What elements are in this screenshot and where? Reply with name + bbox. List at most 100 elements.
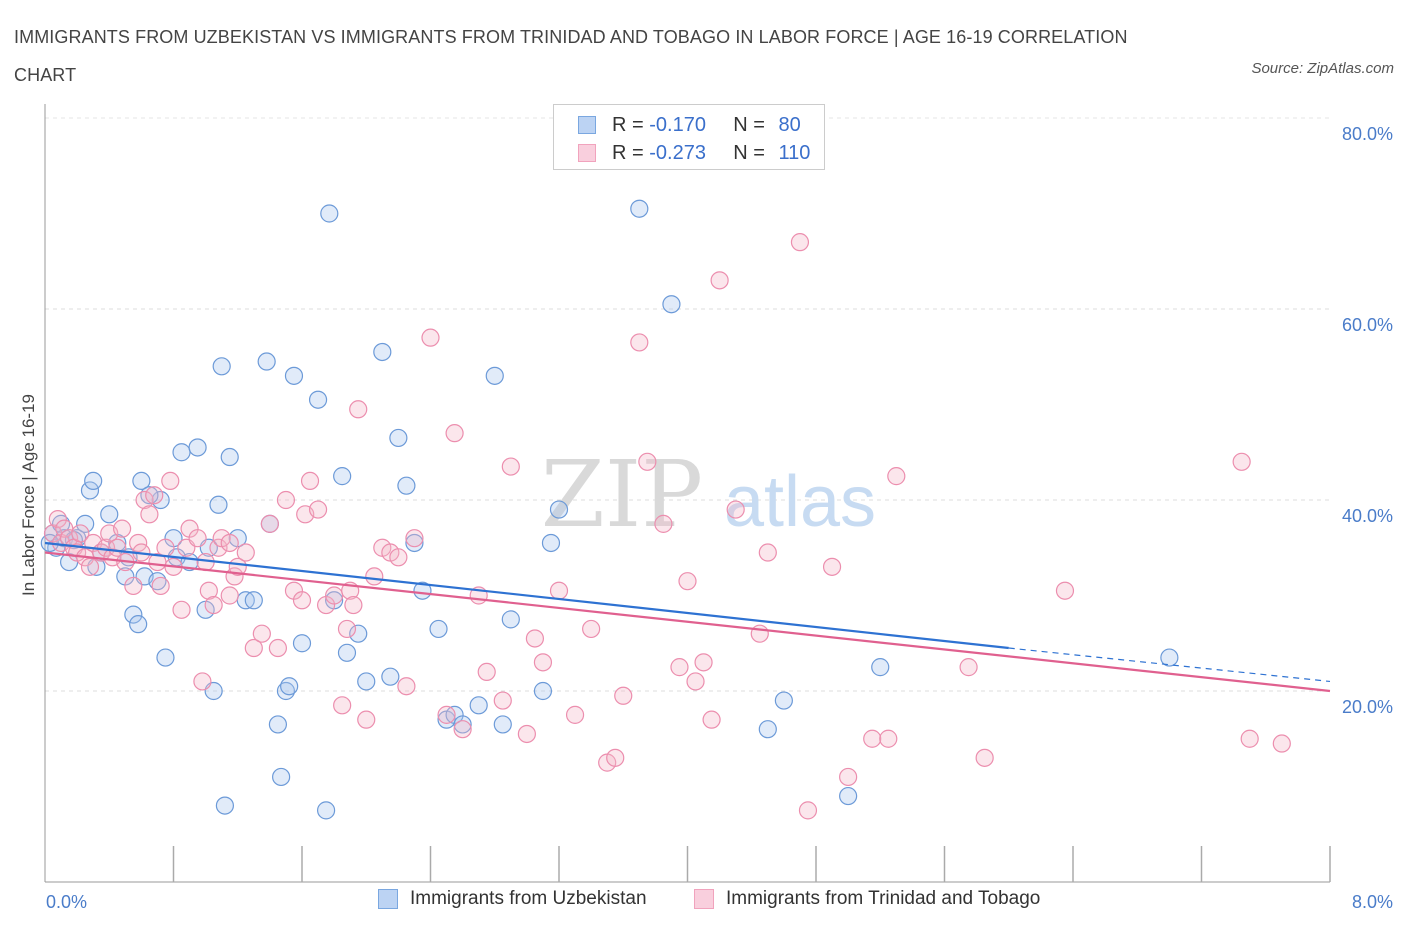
point-uzbekistan xyxy=(453,715,472,734)
point-trinidad xyxy=(124,576,143,596)
point-trinidad xyxy=(686,672,705,691)
point-uzbekistan xyxy=(349,624,368,643)
point-trinidad xyxy=(549,581,569,600)
point-uzbekistan xyxy=(84,471,103,490)
point-trinidad xyxy=(670,658,689,677)
x-tick-label: 0.0% xyxy=(46,892,87,912)
point-trinidad xyxy=(260,514,279,533)
point-trinidad xyxy=(606,748,625,767)
point-uzbekistan xyxy=(357,672,376,691)
point-uzbekistan xyxy=(397,476,416,495)
y-tick-label: 40.0% xyxy=(1342,506,1393,526)
legend-item-uzbekistan: Immigrants from Uzbekistan xyxy=(378,888,647,910)
series-legend: Immigrants from Uzbekistan Immigrants fr… xyxy=(0,888,1406,916)
point-trinidad xyxy=(879,729,898,748)
legend-r-value: -0.273 xyxy=(649,141,706,164)
point-trinidad xyxy=(188,529,207,548)
point-trinidad xyxy=(344,595,363,615)
point-trinidad xyxy=(790,233,810,252)
trend-line-trinidad xyxy=(44,551,1331,693)
point-trinidad xyxy=(525,629,545,648)
point-uzbekistan xyxy=(268,715,288,734)
point-trinidad xyxy=(236,543,255,562)
x-tick-label: 8.0% xyxy=(1352,892,1393,912)
trend-lines xyxy=(44,541,1331,693)
point-trinidad xyxy=(453,720,472,739)
point-trinidad xyxy=(887,467,906,486)
point-uzbekistan xyxy=(373,342,392,362)
point-trinidad xyxy=(71,524,90,543)
legend-r-label: R = xyxy=(612,141,644,164)
point-trinidad xyxy=(437,705,456,724)
point-uzbekistan xyxy=(758,720,777,739)
point-trinidad xyxy=(1240,729,1259,748)
point-trinidad xyxy=(220,533,239,553)
point-trinidad xyxy=(112,519,132,538)
point-trinidad xyxy=(822,557,842,576)
point-uzbekistan xyxy=(172,443,191,462)
legend-label-trinidad: Immigrants from Trinidad and Tobago xyxy=(726,888,1041,909)
point-uzbekistan xyxy=(257,352,276,371)
legend-row-uzbekistan: R = -0.170 N = 80 xyxy=(578,111,801,139)
legend-n-label: N = xyxy=(733,141,765,164)
point-trinidad xyxy=(975,748,994,767)
point-uzbekistan xyxy=(280,677,299,696)
point-uzbekistan xyxy=(320,204,339,223)
legend-n-label: N = xyxy=(733,113,765,136)
point-trinidad xyxy=(750,624,769,643)
point-uzbekistan xyxy=(839,786,858,806)
point-trinidad xyxy=(501,457,520,476)
point-trinidad xyxy=(80,557,100,576)
point-trinidad xyxy=(1272,734,1291,753)
point-trinidad xyxy=(268,638,288,658)
point-uzbekistan xyxy=(1160,648,1179,667)
point-trinidad xyxy=(140,505,159,524)
series-trinidad-points xyxy=(43,233,1291,820)
point-trinidad xyxy=(349,400,368,419)
point-uzbekistan xyxy=(132,471,151,490)
point-uzbekistan xyxy=(333,467,352,486)
point-trinidad xyxy=(758,543,777,562)
point-uzbekistan xyxy=(212,357,231,376)
point-trinidad xyxy=(244,638,263,658)
point-trinidad xyxy=(308,500,328,519)
point-trinidad xyxy=(654,514,673,533)
point-trinidad xyxy=(638,452,657,471)
legend-row-trinidad: R = -0.273 N = 110 xyxy=(578,139,810,167)
point-trinidad xyxy=(1055,581,1075,600)
point-trinidad xyxy=(445,424,464,443)
point-trinidad xyxy=(839,767,858,787)
y-tick-label: 80.0% xyxy=(1342,124,1393,144)
point-uzbekistan xyxy=(215,796,234,815)
point-uzbekistan xyxy=(501,610,520,629)
trend-line-uzbekistan xyxy=(44,541,1009,650)
point-uzbekistan xyxy=(292,634,312,653)
point-trinidad xyxy=(389,548,408,567)
point-uzbekistan xyxy=(630,199,649,218)
watermark: ZIP atlas xyxy=(541,441,876,548)
point-trinidad xyxy=(357,710,376,729)
point-trinidad xyxy=(220,586,239,605)
point-uzbekistan xyxy=(337,643,357,662)
point-trinidad xyxy=(493,691,512,710)
tick-labels: 20.0% 40.0% 60.0% 80.0% 0.0% 8.0% xyxy=(46,124,1393,912)
watermark-atlas: atlas xyxy=(724,462,876,542)
point-trinidad xyxy=(1232,452,1251,471)
grid-lines xyxy=(45,117,1330,692)
point-trinidad xyxy=(694,653,713,672)
point-uzbekistan xyxy=(549,500,569,519)
point-trinidad xyxy=(863,729,882,748)
point-trinidad xyxy=(135,490,154,510)
point-trinidad xyxy=(337,619,357,639)
point-uzbekistan xyxy=(220,447,239,467)
point-uzbekistan xyxy=(129,615,148,634)
y-axis-label: In Labor Force | Age 16-19 xyxy=(19,394,38,596)
point-uzbekistan xyxy=(284,366,304,385)
point-trinidad xyxy=(276,490,296,510)
axes xyxy=(44,104,1331,883)
point-uzbekistan xyxy=(389,428,408,448)
point-trinidad xyxy=(517,724,536,744)
point-trinidad xyxy=(292,591,312,610)
point-trinidad xyxy=(151,576,170,596)
